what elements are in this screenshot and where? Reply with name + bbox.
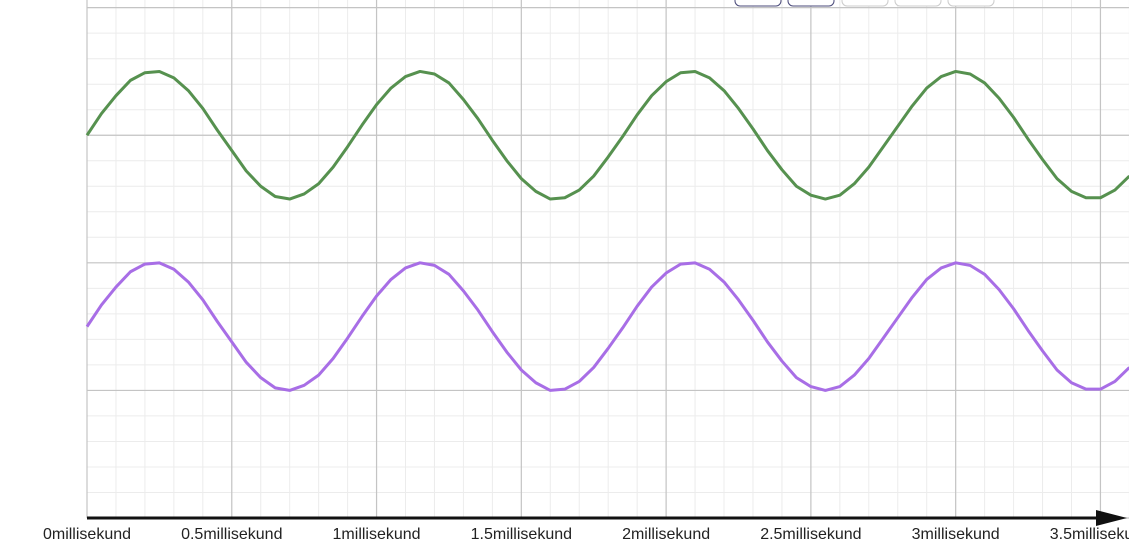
toolbar-button[interactable]	[894, 0, 942, 7]
x-tick-label: 3millisekund	[912, 526, 1000, 543]
toolbar-button[interactable]	[734, 0, 782, 7]
x-tick-label: 0millisekund	[43, 526, 131, 543]
x-tick-label: 0.5millisekund	[181, 526, 282, 543]
series-line	[85, 261, 1129, 392]
series-line	[85, 69, 1129, 201]
plot	[85, 69, 1129, 392]
toolbar-button[interactable]	[947, 0, 995, 7]
toolbar-button[interactable]	[841, 0, 889, 7]
x-tick-label: 1.5millisekund	[471, 526, 572, 543]
x-tick-label: 2millisekund	[622, 526, 710, 543]
x-axis-arrow	[1096, 510, 1127, 526]
x-tick-label: 3.5millisekund	[1050, 526, 1129, 543]
x-tick-label: 1millisekund	[333, 526, 421, 543]
toolbar	[734, 0, 995, 7]
toolbar-button[interactable]	[787, 0, 835, 7]
x-tick-label: 2.5millisekund	[760, 526, 861, 543]
grid: 0millisekund 0.5millisekund 1millisekund 1.…	[43, 0, 1129, 543]
